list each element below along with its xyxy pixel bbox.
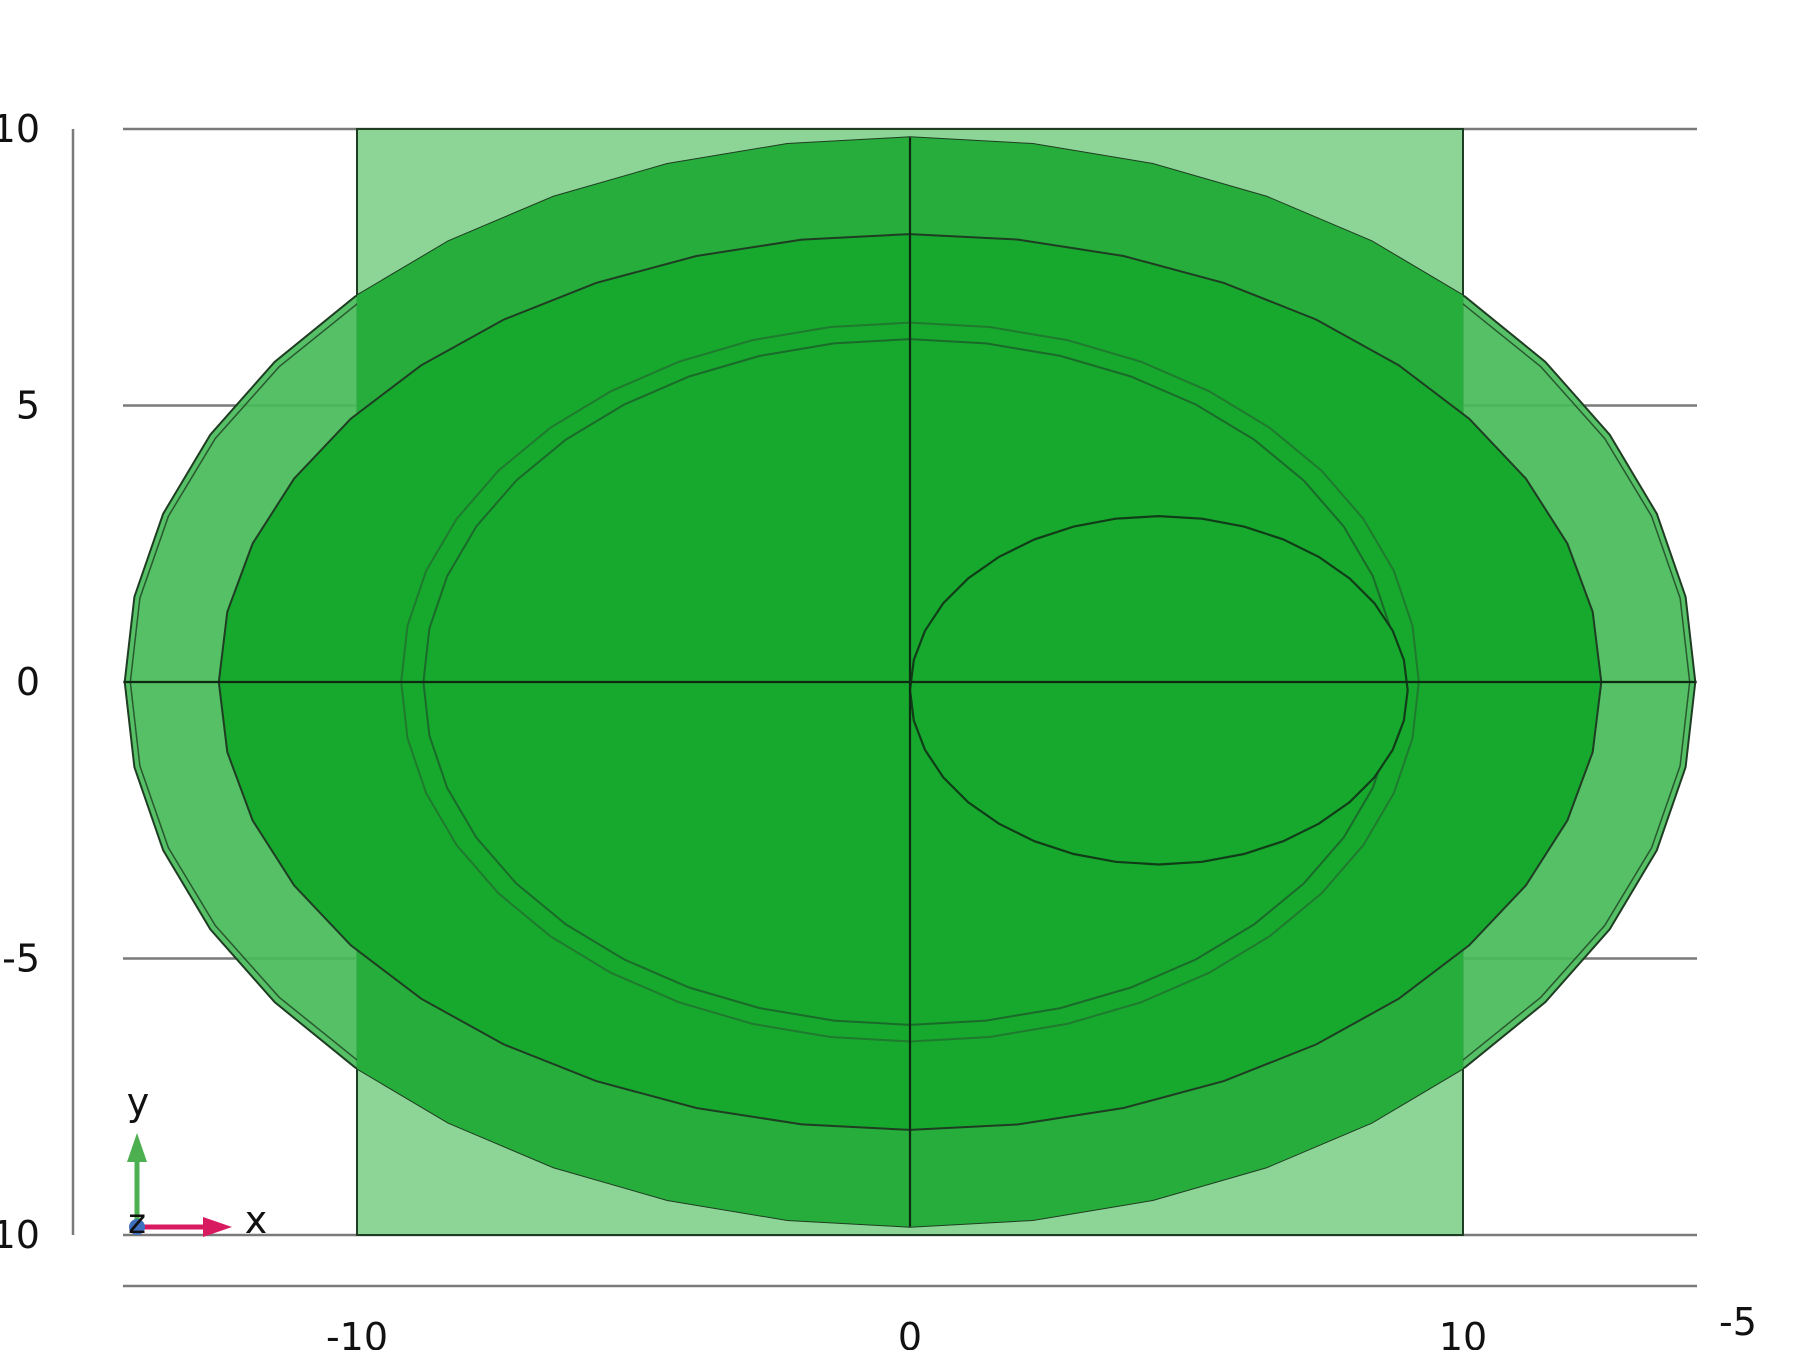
x-tick-label-0: -10 xyxy=(326,1315,388,1350)
triad-z-label: z xyxy=(128,1202,146,1242)
triad-y-label: y xyxy=(127,1080,150,1124)
y-tick-label-3: -5 xyxy=(2,937,40,981)
triad-y-arrowhead xyxy=(127,1133,147,1162)
y-tick-label-4: -10 xyxy=(0,1213,40,1257)
small-ellipse[interactable] xyxy=(908,514,1409,866)
triad-x-arrowhead xyxy=(203,1217,232,1237)
y-tick-label-2: 0 xyxy=(16,660,40,704)
y-tick-label-1: 5 xyxy=(16,384,40,428)
y-tick-label-0: 10 xyxy=(0,107,40,151)
triad-x-label: x xyxy=(245,1198,268,1242)
triad-z-dot xyxy=(129,1219,145,1235)
x-tick-label-2: 10 xyxy=(1439,1315,1487,1350)
x-tick-label-1: 0 xyxy=(898,1315,922,1350)
x-axis-corner-label: -5 xyxy=(1719,1300,1757,1344)
